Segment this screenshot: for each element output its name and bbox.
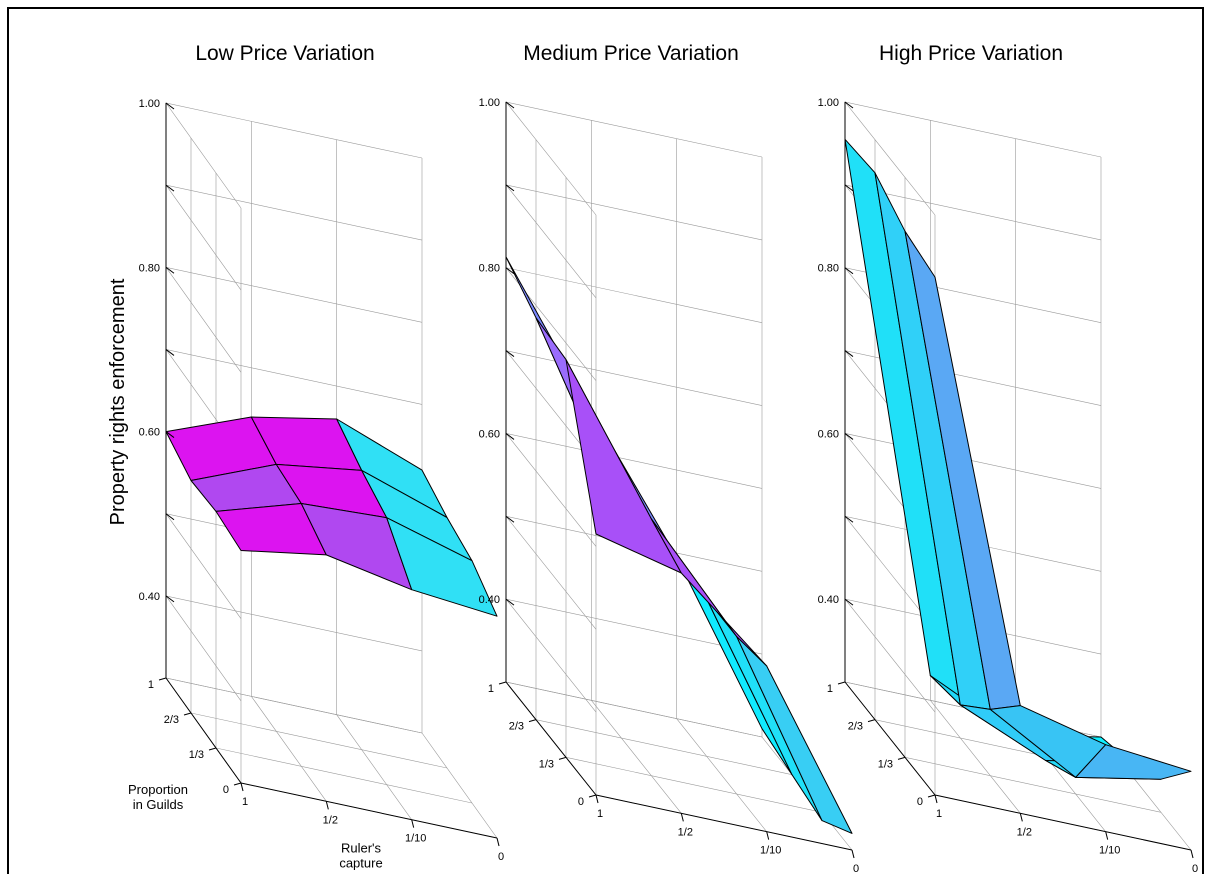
surface-patch	[386, 517, 498, 617]
figure-y-label: Property rights enforcement	[107, 278, 129, 525]
capture-tick-label: 0	[498, 851, 504, 863]
guild-tick-label: 1/3	[878, 758, 893, 770]
z-tick-label: 0.60	[818, 428, 839, 440]
z-tick-label: 0.80	[139, 262, 160, 274]
panel-1: 0.40 0.60 0.80 1.00 0 1/3 2/3 1 1 1/2 1/10 0 Proport…	[128, 42, 504, 871]
panel-title: Low Price Variation	[195, 42, 374, 65]
axes: 0.40 0.60 0.80 1.00 0 1/3 2/3 1 1 1/2 1/10 0 Proport…	[128, 98, 504, 871]
z-tick-label: 1.00	[818, 97, 839, 109]
z-tick-label: 0.40	[479, 594, 500, 606]
guild-tick-label: 1/3	[539, 758, 554, 770]
guild-tick-label: 2/3	[164, 714, 179, 726]
capture-tick-label: 1/10	[1099, 845, 1120, 857]
capture-tick-label: 1/2	[1017, 826, 1032, 838]
surface-patch	[650, 518, 768, 667]
capture-tick-label: 1	[936, 808, 942, 820]
guild-tick-label: 0	[578, 796, 584, 808]
z-tick-label: 1.00	[479, 97, 500, 109]
surface	[505, 256, 853, 834]
panel-title: Medium Price Variation	[523, 42, 739, 65]
guild-axis-label: Proportion in Guilds	[128, 782, 188, 812]
axes: 0.40 0.60 0.80 1.00 0 1/3 2/3 1 1 1/2 1/10 0	[479, 97, 859, 875]
capture-axis	[934, 794, 1192, 851]
z-tick-label: 0.80	[479, 263, 500, 275]
z-tick-label: 0.40	[139, 591, 160, 603]
guild-axis	[505, 681, 597, 796]
surface-patch	[706, 598, 823, 822]
capture-tick-label: 1/10	[405, 833, 426, 845]
z-tick-label: 1.00	[139, 98, 160, 110]
capture-tick-label: 0	[1192, 863, 1198, 874]
capture-tick-label: 1/2	[678, 826, 693, 838]
surface-patch	[736, 636, 853, 834]
capture-tick-label: 1/10	[760, 845, 781, 857]
guild-tick-label: 0	[917, 796, 923, 808]
capture-tick-label: 1	[597, 808, 603, 820]
capture-tick-label: 1	[242, 796, 248, 808]
z-tick-label: 0.40	[818, 594, 839, 606]
panels: 0.40 0.60 0.80 1.00 0 1/3 2/3 1 1 1/2 1/10 0 Proport…	[128, 42, 1198, 875]
guild-axis	[165, 677, 242, 784]
capture-axis	[240, 782, 498, 839]
capture-tick-label: 0	[853, 863, 859, 874]
guild-tick-label: 1	[488, 683, 494, 695]
panel-title: High Price Variation	[879, 42, 1063, 65]
z-tick-label: 0.60	[139, 427, 160, 439]
capture-axis	[595, 794, 853, 851]
capture-axis-label: Ruler's capture	[339, 841, 382, 871]
guild-axis	[844, 681, 936, 796]
guild-tick-label: 2/3	[509, 721, 524, 733]
axes: 0.40 0.60 0.80 1.00 0 1/3 2/3 1 1 1/2 1/10 0	[818, 97, 1198, 875]
guild-tick-label: 1	[827, 683, 833, 695]
surface-patch	[676, 556, 793, 776]
surface-patch	[1075, 744, 1192, 780]
z-tick-label: 0.60	[479, 428, 500, 440]
panel-2: 0.40 0.60 0.80 1.00 0 1/3 2/3 1 1 1/2 1/10 0 Medium …	[479, 42, 859, 875]
guild-tick-label: 2/3	[848, 721, 863, 733]
z-tick-label: 0.80	[818, 263, 839, 275]
figure-border	[7, 7, 1204, 874]
guild-tick-label: 1/3	[189, 749, 204, 761]
guild-tick-label: 1	[148, 679, 154, 691]
guild-tick-label: 0	[223, 784, 229, 796]
surface	[165, 416, 498, 617]
capture-tick-label: 1/2	[323, 814, 338, 826]
panel-3: 0.40 0.60 0.80 1.00 0 1/3 2/3 1 1 1/2 1/10 0 High Pr…	[818, 42, 1198, 875]
surface	[844, 138, 1192, 780]
